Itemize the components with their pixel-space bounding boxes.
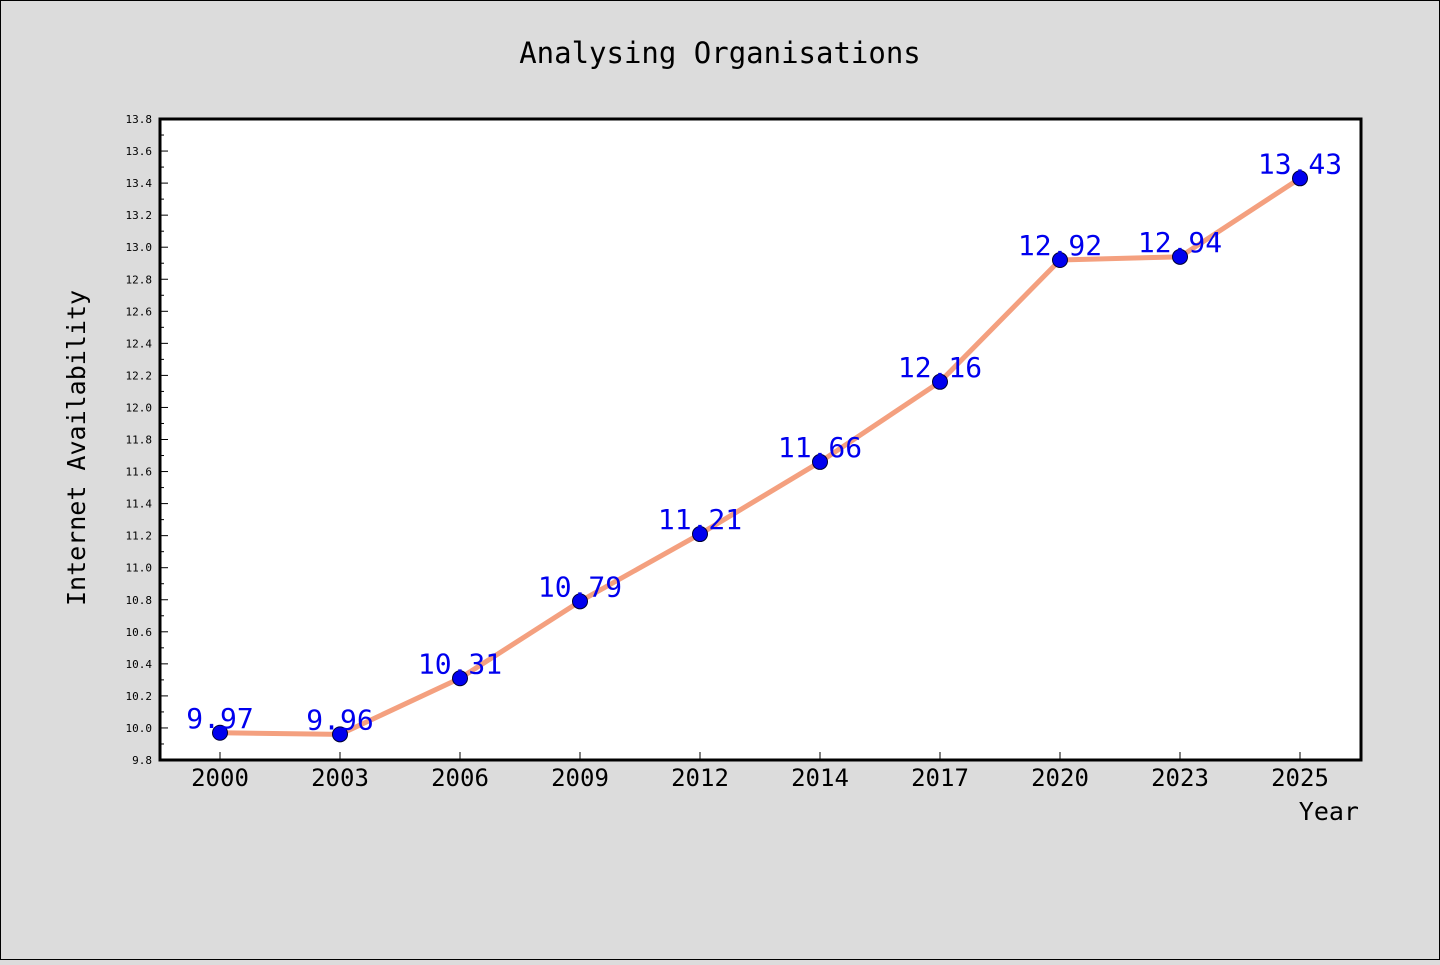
x-tick-label: 2009 (551, 764, 609, 792)
y-tick-label: 13.0 (126, 241, 153, 254)
data-point (572, 593, 588, 610)
data-label: 12.16 (898, 351, 982, 384)
x-tick-label: 2017 (911, 764, 969, 792)
y-tick-label: 12.4 (126, 337, 153, 350)
x-axis-label: Year (1299, 797, 1359, 826)
x-tick-label: 2020 (1031, 764, 1089, 792)
data-point (1172, 248, 1188, 265)
y-axis-label: Internet Availability (62, 290, 91, 606)
data-labels: 9.97 9.96 10.31 10.79 11.21 11.66 12.16 12.92 12… (186, 147, 1342, 736)
y-tick-label: 10.8 (126, 594, 153, 607)
y-tick-label: 10.0 (126, 722, 153, 735)
data-point (452, 670, 468, 687)
data-point (212, 724, 228, 741)
data-point (812, 453, 828, 470)
y-tick-label: 10.6 (126, 626, 153, 639)
data-point (692, 526, 708, 543)
x-tick-label: 2023 (1151, 764, 1209, 792)
x-tick-label: 2000 (191, 764, 249, 792)
data-label: 9.96 (306, 703, 373, 736)
y-tick-label: 11.4 (126, 498, 153, 511)
plot-area (158, 117, 1363, 762)
x-tick-label: 2012 (671, 764, 729, 792)
y-tick-label: 13.6 (126, 145, 153, 158)
x-tick-label: 2003 (311, 764, 369, 792)
data-label: 10.31 (418, 647, 502, 680)
y-axis: 9.8 10.0 10.2 10.4 10.6 10.8 11.0 11.2 11.4 11.6 1… (126, 113, 168, 767)
y-tick-label: 12.6 (126, 305, 153, 318)
x-axis: 2000 2003 2006 2009 2012 2014 2017 2020 2023 2025 (191, 752, 1329, 792)
data-label: 10.79 (538, 570, 622, 603)
y-tick-label: 12.0 (126, 401, 153, 414)
chart-title: Analysing Organisations (519, 36, 921, 70)
y-tick-label: 11.8 (126, 434, 153, 447)
y-tick-label: 11.2 (126, 530, 153, 543)
data-point (1292, 170, 1308, 187)
y-tick-label: 12.2 (126, 369, 153, 382)
y-tick-label: 9.8 (132, 754, 152, 767)
data-label: 11.21 (658, 503, 742, 536)
y-tick-label: 12.8 (126, 273, 153, 286)
data-label: 9.97 (186, 702, 253, 735)
data-label: 11.66 (778, 431, 862, 464)
data-markers (212, 170, 1308, 743)
series-lines (217, 175, 1303, 737)
data-point (932, 373, 948, 390)
y-tick-label: 13.4 (126, 177, 153, 190)
y-tick-label: 13.8 (126, 113, 153, 126)
y-tick-label: 10.2 (126, 690, 153, 703)
x-tick-label: 2025 (1271, 764, 1329, 792)
data-label: 13.43 (1258, 147, 1342, 180)
data-point (1052, 252, 1068, 269)
y-tick-label: 13.2 (126, 209, 153, 222)
y-tick-label: 11.0 (126, 562, 153, 575)
x-tick-label: 2006 (431, 764, 489, 792)
data-point (332, 726, 348, 743)
series-line (217, 175, 1303, 737)
data-label: 12.92 (1018, 229, 1102, 262)
y-tick-label: 10.4 (126, 658, 153, 671)
y-tick-label: 11.6 (126, 466, 153, 479)
x-tick-label: 2014 (791, 764, 849, 792)
data-label: 12.94 (1138, 226, 1222, 259)
